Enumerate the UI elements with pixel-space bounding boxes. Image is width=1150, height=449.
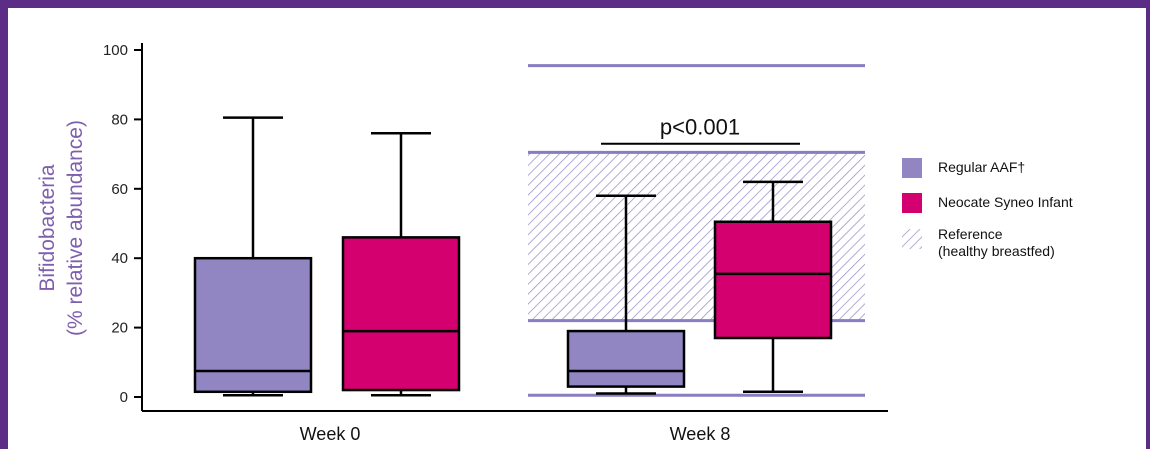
box-rect-neocate-syneo-week8 [713,220,833,340]
legend: Regular AAF† Neocate Syneo Infant Refere… [902,158,1073,259]
frame-left-border [0,0,8,449]
y-tick-label-20: 20 [111,320,128,337]
y-ticks: 0 20 40 60 80 100 [103,42,142,406]
legend-swatch-regular-aaf [902,158,922,178]
x-category-label-week0: Week 0 [300,424,361,444]
y-tick-label-0: 0 [120,389,128,406]
y-axis-label-line1: Bifidobacteria [36,164,59,292]
legend-swatch-neocate-syneo [902,193,922,213]
p-value-label: p<0.001 [660,115,740,140]
box-neocate-syneo-week8 [713,180,833,394]
y-tick-label-40: 40 [111,250,128,267]
significance-annotation: p<0.001 [601,115,800,145]
x-category-label-week8: Week 8 [670,424,731,444]
box-neocate-syneo-week0 [341,132,461,397]
y-axis-label-line2: (% relative abundance) [64,120,87,336]
legend-label-neocate-syneo: Neocate Syneo Infant [938,194,1073,210]
legend-label-reference-line2: (healthy breastfed) [938,243,1055,259]
box-regular-aaf-week0 [193,116,313,397]
y-tick-label-80: 80 [111,111,128,128]
legend-swatch-reference [902,229,922,249]
axes [141,43,888,412]
boxes [193,116,833,397]
legend-label-reference-line1: Reference [938,226,1003,242]
frame-right-border [1146,0,1150,449]
legend-label-regular-aaf: Regular AAF† [938,159,1025,175]
box-regular-aaf-week8 [566,194,686,395]
frame-top-border [0,0,1150,8]
y-tick-label-100: 100 [103,42,128,59]
y-tick-label-60: 60 [111,181,128,198]
box-rect-neocate-syneo-week0 [341,236,461,392]
box-rect-regular-aaf-week8 [566,329,686,388]
box-rect-regular-aaf-week0 [193,256,313,394]
